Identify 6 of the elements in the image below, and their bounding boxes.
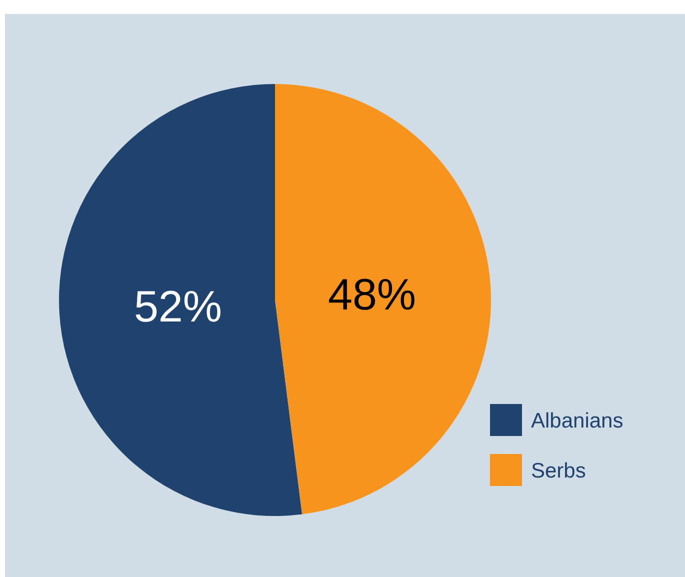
pie-slice [275, 84, 491, 514]
legend-label: Albanians [531, 409, 624, 432]
data-label: 48% [328, 270, 416, 320]
data-label: 52% [134, 282, 222, 332]
legend-label: Serbs [531, 459, 586, 482]
pie-slice [59, 84, 302, 516]
